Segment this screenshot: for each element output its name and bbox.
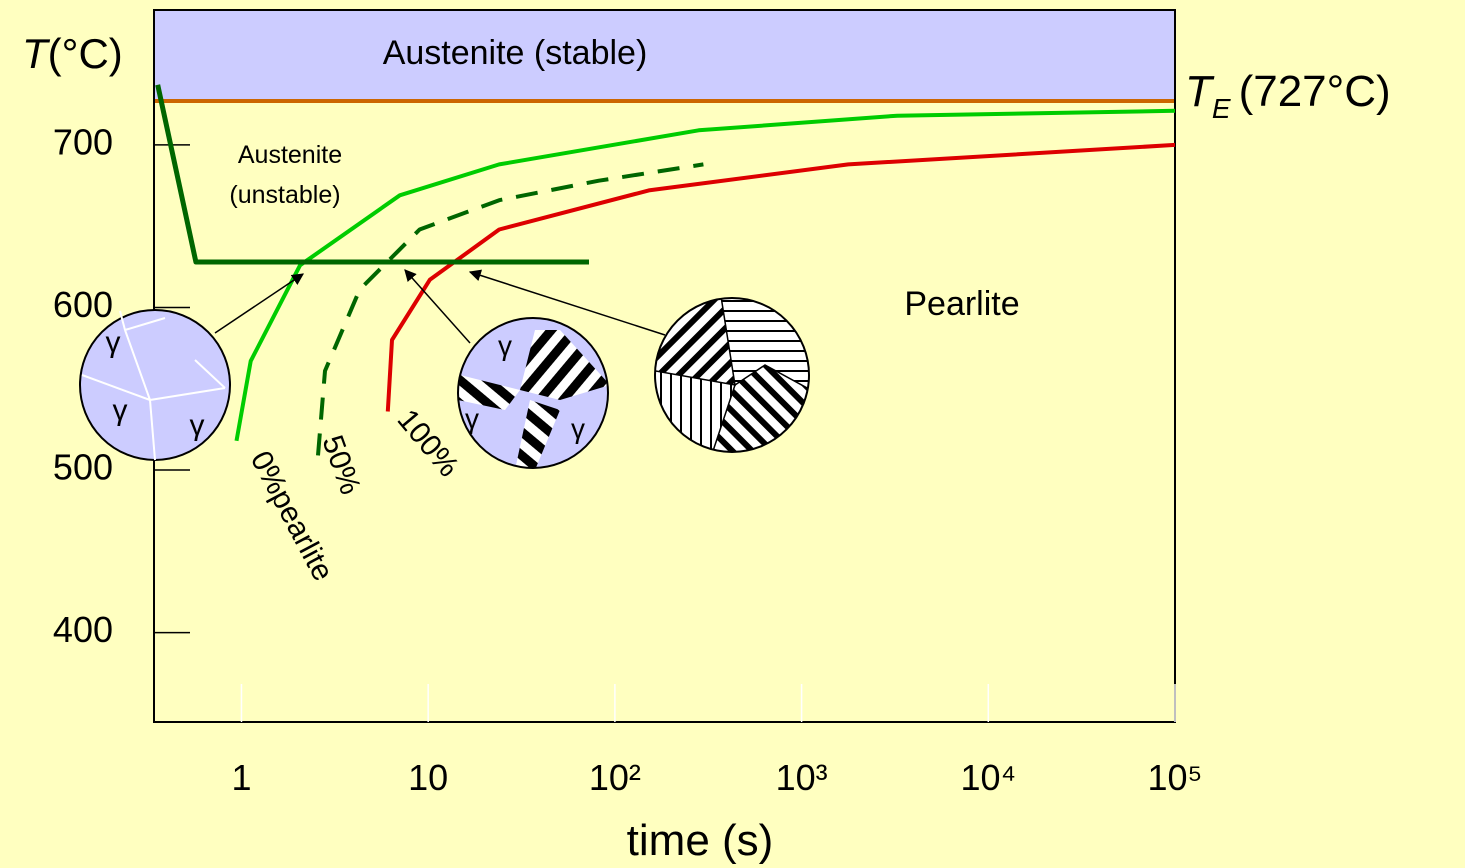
- arrow: [214, 273, 304, 334]
- region-label: (unstable): [229, 181, 340, 209]
- region-label: Austenite: [238, 141, 342, 169]
- eutectoid-subscript: E: [1212, 93, 1231, 124]
- eutectoid-symbol: T: [1185, 67, 1215, 116]
- x-tick-label: 10²: [589, 757, 641, 798]
- gamma-label: γ: [106, 326, 121, 359]
- gamma-label: γ: [571, 413, 585, 444]
- microstructure-pearlite: [654, 297, 810, 453]
- region-label: Austenite (stable): [383, 34, 648, 72]
- y-tick-label: 500: [53, 447, 113, 488]
- y-axis-label: T(°C): [22, 30, 123, 77]
- eutectoid-label: TE (727°C): [1185, 67, 1391, 124]
- grain-circle: [79, 309, 231, 461]
- eutectoid-text: (727°C): [1239, 67, 1391, 116]
- overlay: γ γ γ γ γ γ: [79, 269, 810, 469]
- x-tick-label: 10³: [776, 757, 828, 798]
- gamma-label: γ: [465, 403, 479, 434]
- y-tick-label: 400: [53, 609, 113, 650]
- y-tick-label: 700: [53, 121, 113, 162]
- arrow: [404, 269, 471, 344]
- pearlite-colony: [458, 375, 520, 410]
- gamma-label: γ: [498, 330, 512, 361]
- x-tick-label: 10⁵: [1148, 757, 1203, 798]
- curve-label: 100%: [391, 403, 466, 483]
- x-axis-label: time (s): [627, 816, 774, 865]
- y-tick-label: 600: [53, 284, 113, 325]
- grain-boundary: [81, 310, 226, 461]
- microstructure-partial: γ γ γ: [457, 317, 609, 469]
- y-label-symbol: T: [22, 30, 51, 77]
- region-label: Pearlite: [904, 285, 1019, 323]
- grain-outline: [654, 297, 810, 453]
- transformation-curve: [316, 162, 704, 456]
- curve-label: 50%: [315, 431, 367, 499]
- grain-outline: [457, 317, 609, 469]
- microstructure-austenite: γ γ γ: [79, 309, 231, 461]
- y-label-unit: (°C): [48, 30, 123, 77]
- x-tick-label: 10⁴: [961, 757, 1017, 798]
- x-tick-label: 10: [408, 757, 448, 798]
- transformation-curve: [234, 108, 1176, 442]
- transformation-curve: [385, 142, 1176, 412]
- gamma-label: γ: [113, 394, 128, 427]
- cooling-path: [155, 84, 589, 265]
- pearlite-colony: [515, 400, 560, 468]
- pearlite-colony: [520, 330, 608, 400]
- gamma-label: γ: [190, 409, 205, 442]
- arrow: [468, 269, 666, 336]
- x-tick-label: 1: [231, 757, 251, 798]
- grain-boundary: [655, 298, 809, 452]
- stable-region: [154, 10, 1175, 102]
